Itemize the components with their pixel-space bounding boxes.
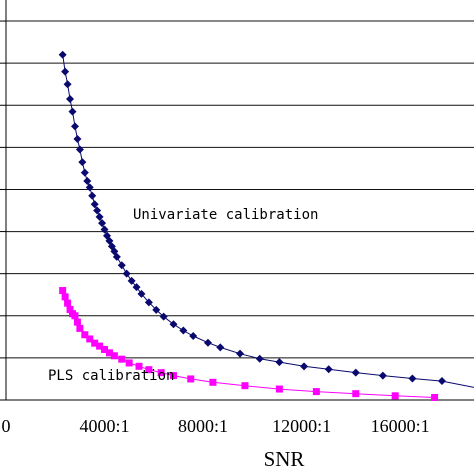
data-point-pls [241,382,249,390]
data-point-pls [135,362,143,370]
data-point-pls [312,388,320,396]
data-point-univariate [75,145,84,154]
data-point-univariate [159,312,168,321]
data-point-univariate [80,168,89,177]
data-point-pls [81,331,89,339]
data-point-univariate [63,80,72,89]
data-point-univariate [152,305,161,314]
data-point-univariate [179,326,188,335]
data-point-pls [73,318,81,326]
data-point-pls [157,369,165,377]
data-point-univariate [68,107,77,116]
data-point-univariate [236,349,244,358]
data-point-pls [209,378,217,386]
x-tick-label: 8000:1 [178,416,228,436]
x-tick-label: 0 [2,416,11,436]
data-point-pls [86,335,94,343]
x-tick-labels: 0 4000:1 8000:1 12000:1 16000:1 [2,416,430,436]
data-point-univariate [58,50,67,59]
x-tick-label: 4000:1 [80,416,130,436]
axes [0,0,474,401]
data-point-pls [71,312,79,320]
data-point-univariate [144,298,153,307]
data-point-univariate [408,374,417,383]
fit-curve-univariate [62,54,474,388]
data-point-univariate [203,338,212,347]
gridlines [6,20,474,359]
data-point-univariate [95,212,104,221]
data-point-pls [110,352,118,360]
data-point-pls [101,345,109,353]
data-point-univariate [85,183,94,192]
data-point-univariate [100,225,109,234]
annotation-univariate: Univariate calibration [133,207,318,223]
data-point-univariate [90,200,99,209]
data-point-univariate [88,191,97,200]
data-point-pls [64,299,72,307]
x-tick-label: 16000:1 [371,416,430,436]
x-axis-title: SNR [264,447,305,471]
data-point-pls [275,385,283,393]
data-point-pls [91,339,99,347]
data-point-univariate [61,67,70,76]
data-point-univariate [255,354,264,363]
data-point-pls [105,349,113,357]
data-point-univariate [112,252,121,261]
data-point-univariate [324,365,333,374]
data-point-pls [431,393,439,401]
data-point-univariate [275,358,284,367]
data-point-pls [125,359,133,367]
data-point-univariate [98,219,107,228]
data-point-pls [59,287,67,295]
data-markers [58,50,446,401]
data-point-univariate [300,362,309,371]
data-point-univariate [122,269,131,278]
data-point-pls [145,366,153,374]
x-tick-label: 12000:1 [272,416,331,436]
data-point-univariate [169,320,178,329]
data-point-univariate [117,261,126,270]
data-point-pls [61,293,69,301]
data-point-pls [96,342,104,350]
data-point-univariate [351,368,360,377]
data-point-pls [352,390,360,398]
data-point-pls [118,355,126,363]
data-point-univariate [93,206,102,215]
data-point-pls [76,324,84,332]
data-point-pls [169,372,177,380]
data-point-pls [391,392,399,400]
data-point-univariate [73,134,82,143]
annotation-pls: PLS calibration [48,368,174,384]
data-point-univariate [137,289,146,298]
data-point-pls [66,305,74,313]
data-point-univariate [83,177,92,186]
data-point-univariate [437,377,446,386]
data-point-univariate [70,122,79,131]
data-point-univariate [216,343,225,352]
data-point-univariate [78,158,87,167]
data-point-univariate [127,276,136,285]
data-point-univariate [378,371,387,380]
data-point-univariate [132,283,141,292]
data-point-pls [187,375,195,383]
fit-curves [62,54,474,398]
data-point-univariate [189,332,198,340]
data-point-univariate [66,94,75,103]
